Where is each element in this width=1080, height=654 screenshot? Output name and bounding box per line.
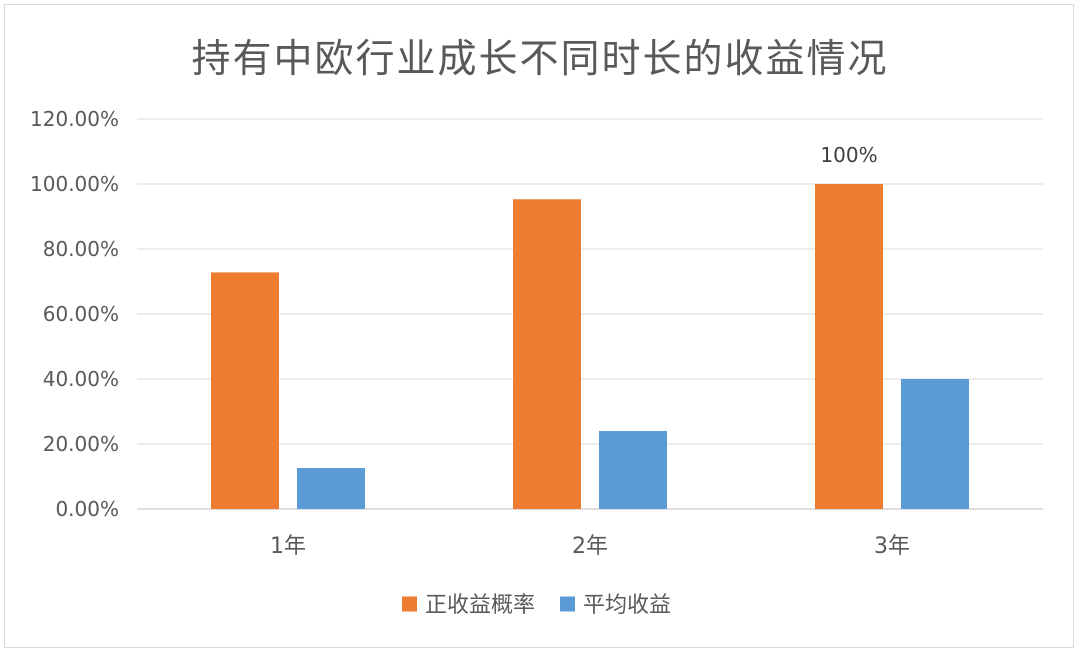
x-tick-label: 3年	[874, 534, 910, 559]
bar-average-return	[599, 431, 667, 509]
x-tick-label: 1年	[270, 534, 306, 559]
y-tick-label: 60.00%	[43, 302, 119, 326]
legend: 正收益概率 平均收益	[402, 593, 671, 618]
y-tick-label: 40.00%	[43, 367, 119, 391]
y-tick-label: 0.00%	[55, 497, 119, 521]
legend-swatch	[560, 596, 575, 612]
bar-positive-probability	[211, 272, 279, 509]
bar-positive-probability	[513, 199, 581, 509]
legend-label: 正收益概率	[425, 593, 535, 618]
y-tick-label: 80.00%	[43, 237, 119, 261]
bar-average-return	[901, 379, 969, 509]
labels: 1年 2年 3年 100%	[270, 143, 910, 559]
y-tick-label: 100.00%	[30, 172, 119, 196]
bars	[211, 184, 969, 509]
y-tick-label: 120.00%	[30, 107, 119, 131]
data-label: 100%	[820, 143, 877, 167]
y-tick-label: 20.00%	[43, 432, 119, 456]
gridlines	[137, 118, 1043, 510]
y-axis: 0.00% 20.00% 40.00% 60.00% 80.00% 100.00% 120.…	[30, 107, 119, 521]
chart-title: 持有中欧行业成长不同时长的收益情况	[191, 37, 889, 82]
bar-positive-probability	[815, 184, 883, 509]
bar-average-return	[297, 468, 365, 509]
x-tick-label: 2年	[572, 534, 608, 559]
legend-label: 平均收益	[583, 593, 671, 618]
legend-swatch	[402, 596, 417, 612]
